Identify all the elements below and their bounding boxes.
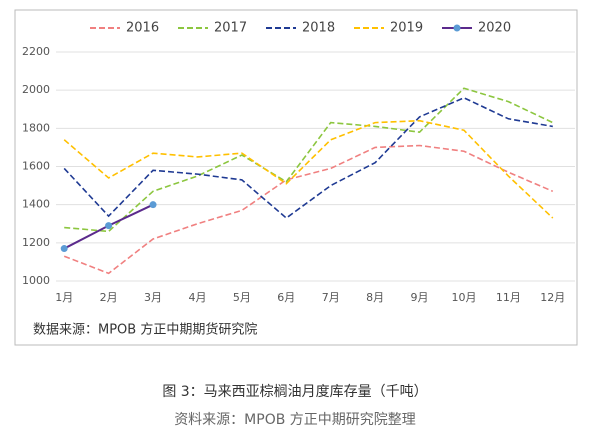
y-tick-label: 1600 xyxy=(22,160,50,173)
x-tick-label: 3月 xyxy=(144,291,162,304)
series-line xyxy=(63,144,554,275)
y-tick-label: 2200 xyxy=(22,45,50,58)
y-tick-label: 2000 xyxy=(22,83,50,96)
point xyxy=(149,201,157,209)
x-tick-label: 9月 xyxy=(411,291,429,304)
legend-marker xyxy=(453,24,461,32)
series-line xyxy=(64,87,554,233)
series-line xyxy=(63,119,554,219)
caption: 图 3：马来西亚棕榈油月度库存量（千吨） xyxy=(162,384,427,400)
caption-source: 资料来源：MPOB 方正中期研究院整理 xyxy=(174,412,416,428)
x-tick-label: 1月 xyxy=(55,291,73,304)
x-tick-label: 7月 xyxy=(322,291,340,304)
legend-label: 2018 xyxy=(302,21,335,36)
x-tick-label: 2月 xyxy=(100,291,118,304)
legend-label: 2020 xyxy=(478,21,511,36)
x-tick-label: 4月 xyxy=(188,291,206,304)
series-line xyxy=(63,96,553,220)
x-tick-label: 6月 xyxy=(277,291,295,304)
legend-label: 2017 xyxy=(214,21,247,36)
x-tick-label: 8月 xyxy=(366,291,384,304)
y-tick-label: 1000 xyxy=(22,274,50,287)
y-tick-label: 1800 xyxy=(22,121,50,134)
source-note: 数据来源：MPOB 方正中期期货研究院 xyxy=(33,322,257,338)
x-tick-label: 11月 xyxy=(496,291,521,304)
legend-label: 2016 xyxy=(126,21,159,36)
x-tick-label: 12月 xyxy=(540,291,565,304)
legend-label: 2019 xyxy=(390,21,423,36)
chart-frame xyxy=(14,9,578,346)
point xyxy=(105,222,113,230)
y-tick-label: 1200 xyxy=(22,236,50,249)
x-tick-label: 5月 xyxy=(233,291,251,304)
point xyxy=(60,245,68,253)
y-tick-label: 1400 xyxy=(22,198,50,211)
x-tick-label: 10月 xyxy=(451,291,476,304)
